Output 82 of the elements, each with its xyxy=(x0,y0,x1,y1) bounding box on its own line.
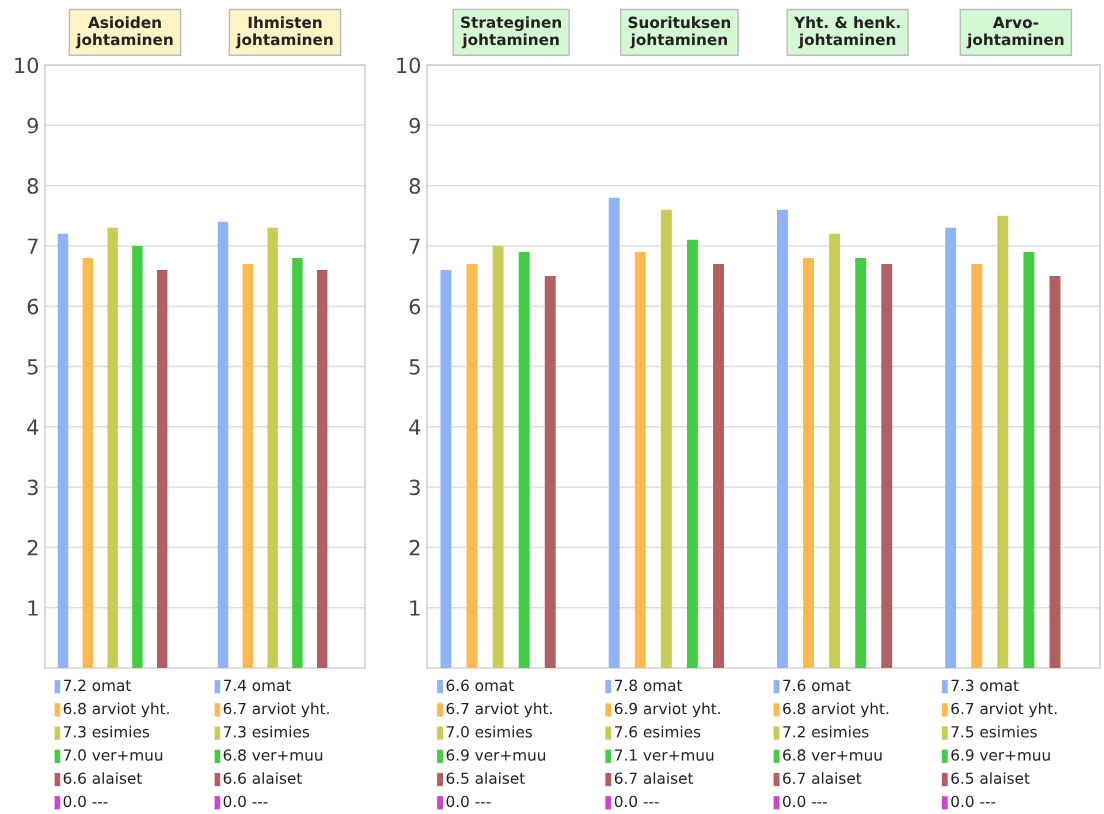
data-label: 7.3 omat xyxy=(951,679,1019,692)
data-label: 6.7 alaiset xyxy=(614,772,694,784)
bar xyxy=(829,233,841,668)
data-label: 7.6 omat xyxy=(783,679,851,692)
y-tick-label: 2 xyxy=(409,539,420,556)
data-label: 6.9 arviot yht. xyxy=(614,702,720,718)
bar xyxy=(608,197,620,668)
data-label: 6.6 alaiset xyxy=(63,772,142,784)
y-tick-label: 7 xyxy=(409,238,420,254)
data-label: 0.0 --- xyxy=(223,795,268,808)
data-label: 6.9 ver+muu xyxy=(951,749,1050,761)
data-label: 6.5 alaiset xyxy=(446,772,525,784)
data-label: 6.8 arviot yht. xyxy=(783,702,889,718)
y-tick-label: 4 xyxy=(27,419,39,435)
y-tick-label: 9 xyxy=(27,117,38,134)
bar xyxy=(686,239,698,668)
y-tick-label: 5 xyxy=(27,359,38,375)
bar xyxy=(997,215,1009,668)
y-tick-label: 8 xyxy=(27,178,39,194)
data-label: 7.0 esimies xyxy=(446,725,532,738)
bar xyxy=(544,276,556,668)
bar xyxy=(971,263,983,668)
x-tick-label: Suorituksen johtaminen xyxy=(628,16,731,49)
data-label: 0.0 --- xyxy=(614,795,659,808)
y-tick-label: 8 xyxy=(409,178,421,194)
data-label: 6.6 omat xyxy=(446,679,514,692)
y-tick-label: 6 xyxy=(27,298,39,315)
bar xyxy=(881,263,893,668)
x-tick-label: Arvo- johtaminen xyxy=(966,16,1064,49)
y-tick-label: 1 xyxy=(410,600,420,616)
data-label: 7.0 ver+muu xyxy=(63,749,163,761)
data-label: 0.0 --- xyxy=(951,795,996,808)
bar xyxy=(1049,276,1061,668)
bar xyxy=(1023,251,1035,668)
data-label: 0.0 --- xyxy=(446,795,491,808)
bar xyxy=(713,263,724,668)
data-label: 6.9 ver+muu xyxy=(446,749,546,761)
data-label: 7.2 esimies xyxy=(783,725,869,738)
bar xyxy=(776,209,788,668)
x-tick-label: Ihmisten johtaminen xyxy=(235,16,333,49)
data-label: 6.8 arviot yht. xyxy=(63,702,169,718)
bar xyxy=(440,270,452,668)
bar xyxy=(803,257,814,668)
data-label: 7.5 esimies xyxy=(951,725,1037,738)
data-label: 7.4 omat xyxy=(223,679,291,692)
y-tick-label: 7 xyxy=(27,238,38,254)
bar xyxy=(855,257,867,668)
data-label: 6.5 alaiset xyxy=(951,772,1030,784)
data-label: 7.3 esimies xyxy=(223,725,310,738)
data-label: 7.1 ver+muu xyxy=(615,749,714,761)
y-tick-label: 10 xyxy=(15,57,39,74)
bar xyxy=(492,245,504,668)
bar xyxy=(518,251,530,668)
data-label: 7.6 esimies xyxy=(615,725,701,738)
data-label: 0.0 --- xyxy=(63,795,108,808)
y-tick-label: 9 xyxy=(409,117,420,134)
data-label: 6.7 arviot yht. xyxy=(951,702,1057,718)
data-label: 7.3 esimies xyxy=(63,725,150,738)
y-tick-label: 5 xyxy=(409,359,420,375)
data-label: 7.8 omat xyxy=(615,679,683,692)
y-tick-label: 1 xyxy=(28,600,38,616)
bar xyxy=(660,209,672,668)
data-label: 6.6 alaiset xyxy=(223,772,302,784)
data-label: 6.8 ver+muu xyxy=(783,749,882,761)
bar xyxy=(466,263,478,668)
x-tick-label: Strateginen johtaminen xyxy=(461,16,561,49)
y-tick-label: 3 xyxy=(409,479,420,496)
y-tick-label: 10 xyxy=(397,57,421,74)
data-label: 6.8 ver+muu xyxy=(223,749,323,761)
data-label: 6.7 arviot yht. xyxy=(446,702,552,718)
y-tick-label: 3 xyxy=(27,479,38,496)
x-tick-label: Asioiden johtaminen xyxy=(75,16,173,49)
x-tick-label: Yht. & henk. johtaminen xyxy=(793,16,900,49)
data-label: 6.7 alaiset xyxy=(783,772,862,784)
data-label: 0.0 --- xyxy=(783,795,827,808)
data-label: 6.7 arviot yht. xyxy=(223,702,329,718)
data-label: 7.2 omat xyxy=(63,679,131,692)
bar xyxy=(945,227,957,668)
bar xyxy=(634,251,646,668)
y-tick-label: 6 xyxy=(409,298,421,315)
y-tick-label: 4 xyxy=(409,419,421,435)
y-tick-label: 2 xyxy=(27,539,38,556)
